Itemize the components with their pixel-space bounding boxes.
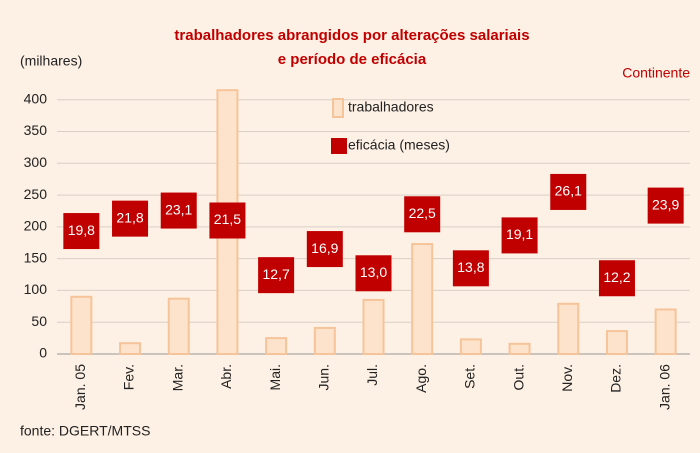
marker: [404, 196, 441, 233]
marker: [258, 257, 295, 294]
marker: [63, 213, 100, 250]
data-label: 21,8: [116, 209, 143, 225]
x-tick-label: Abr.: [218, 364, 234, 389]
x-tick-label: Out.: [510, 364, 526, 390]
data-label: 22,5: [409, 205, 436, 221]
bar: [557, 302, 580, 355]
legend-swatch: [331, 138, 347, 154]
marker: [598, 260, 635, 297]
x-tick-label: Nov.: [559, 364, 575, 392]
data-label: 26,1: [555, 183, 582, 199]
marker: [355, 255, 392, 292]
data-label: 12,2: [603, 269, 630, 285]
x-tick-label: Jun.: [316, 364, 332, 390]
bar: [654, 308, 677, 355]
y-tick-label: 0: [39, 345, 47, 361]
x-tick-label: Set.: [462, 364, 478, 389]
x-tick-label: Jan. 05: [72, 364, 88, 410]
marker: [112, 200, 149, 237]
legend-label: trabalhadores: [348, 99, 434, 115]
bar: [411, 243, 434, 355]
y-tick-label: 50: [31, 313, 47, 329]
data-label: 19,8: [68, 222, 95, 238]
chart-title: trabalhadores abrangidos por alterações …: [174, 27, 529, 44]
y-tick-label: 200: [24, 218, 48, 234]
marker: [501, 217, 538, 254]
x-tick-label: Mai.: [267, 364, 283, 390]
marker: [452, 250, 489, 287]
y-tick-label: 400: [24, 90, 48, 106]
y-tick-label: 250: [24, 186, 48, 202]
marker: [160, 192, 197, 229]
source: fonte: DGERT/MTSS: [20, 423, 150, 439]
chart-subtitle: e período de eficácia: [278, 51, 427, 68]
marker: [647, 187, 684, 224]
y-axis-label: (milhares): [20, 53, 82, 69]
bar: [459, 338, 482, 355]
bar: [265, 337, 288, 356]
x-tick-label: Jul.: [364, 364, 380, 386]
data-label: 23,9: [652, 196, 679, 212]
data-label: 13,8: [457, 259, 484, 275]
bar: [605, 330, 628, 356]
marker: [209, 202, 246, 239]
annotation: Continente: [622, 65, 690, 81]
marker: [306, 231, 343, 268]
legend-swatch: [332, 98, 344, 118]
data-label: 12,7: [262, 266, 289, 282]
y-tick-label: 350: [24, 122, 48, 138]
data-label: 21,5: [214, 211, 241, 227]
bar: [508, 342, 531, 356]
bar: [70, 295, 93, 355]
x-tick-label: Mar.: [169, 364, 185, 391]
data-label: 16,9: [311, 240, 338, 256]
x-tick-label: Dez.: [608, 364, 624, 393]
x-tick-label: Jan. 06: [656, 364, 672, 410]
bar: [119, 342, 142, 356]
data-label: 19,1: [506, 226, 533, 242]
data-label: 23,1: [165, 201, 192, 217]
bar: [313, 326, 336, 355]
data-label: 13,0: [360, 264, 387, 280]
legend-label: eficácia (meses): [348, 137, 450, 153]
y-tick-label: 300: [24, 154, 48, 170]
bar: [167, 297, 190, 356]
y-tick-label: 150: [24, 249, 48, 265]
marker: [550, 173, 587, 210]
x-tick-label: Ago.: [413, 364, 429, 393]
y-tick-label: 100: [24, 281, 48, 297]
bar: [362, 298, 385, 356]
x-tick-label: Fev.: [121, 364, 137, 390]
